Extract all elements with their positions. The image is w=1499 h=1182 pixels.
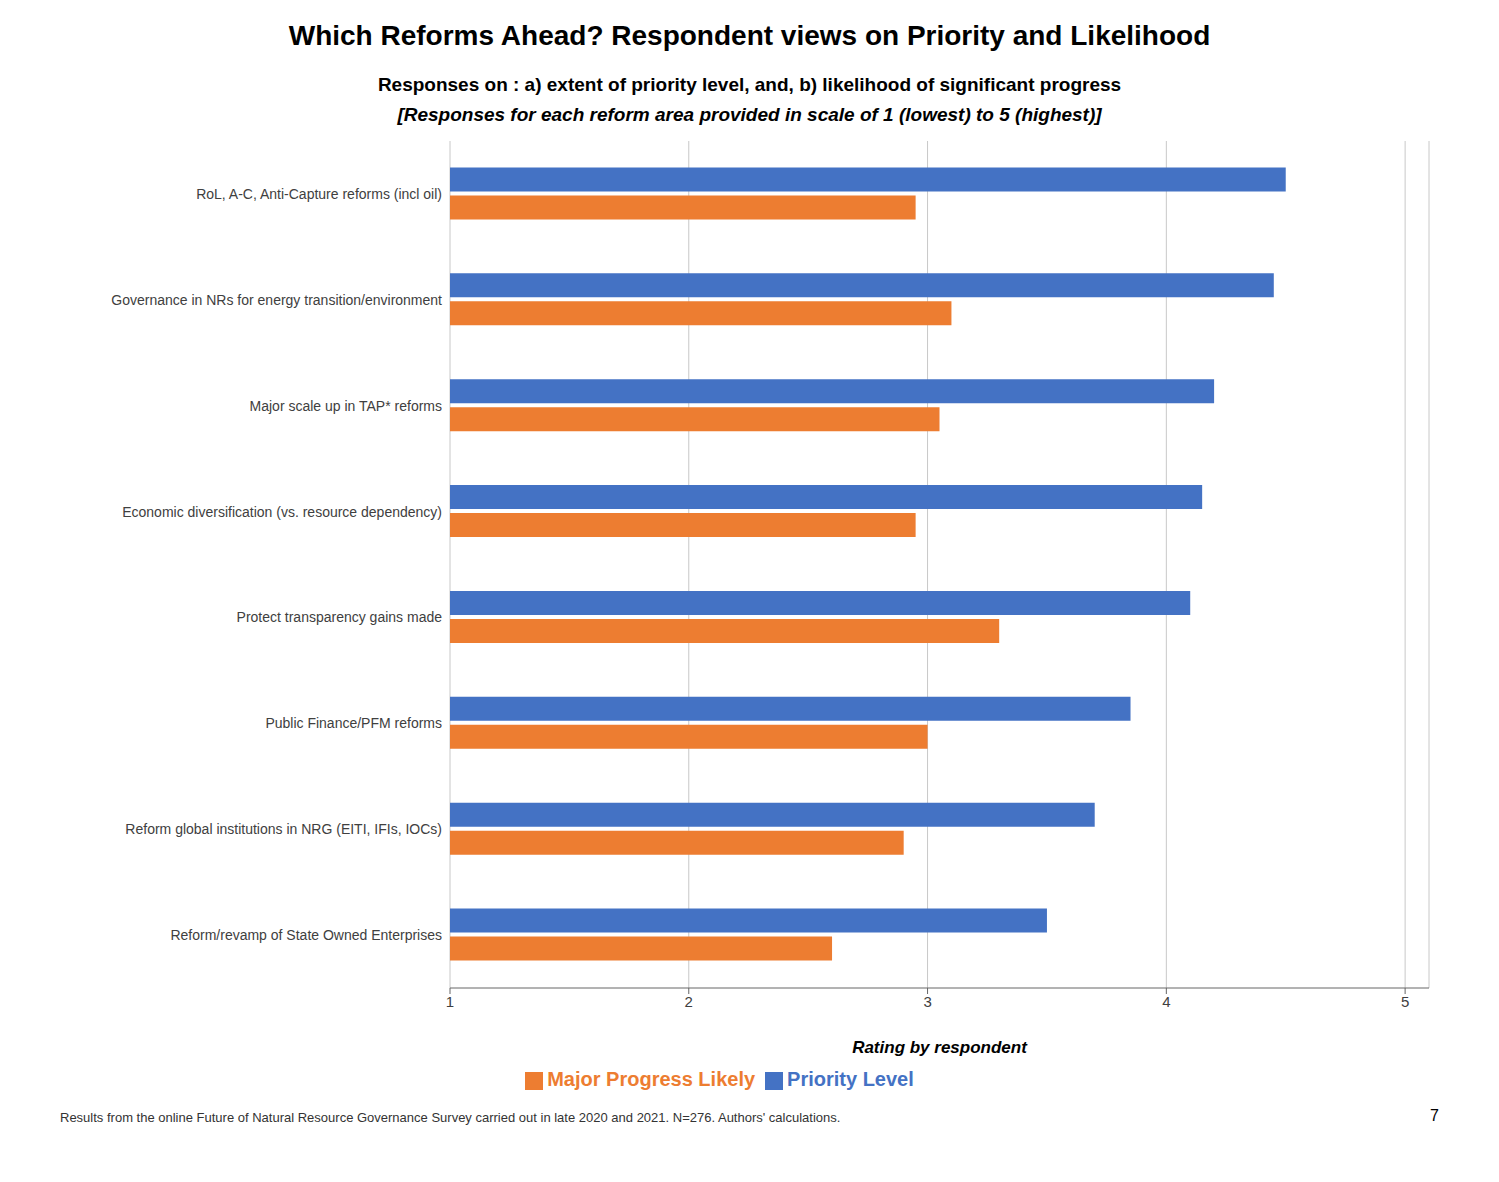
html-text:Results from the online Future: Results from the online Future of Natura… <box>60 1110 841 1125</box>
html-text:Responses on : a) extent of pr: Responses on : a) extent of priority lev… <box>377 74 1122 95</box>
svg-text:3: 3 <box>923 993 931 1010</box>
svg-text:Reform global institutions in: Reform global institutions in NRG (EITI,… <box>125 821 442 837</box>
html-text:[Responses for each reform are: [Responses for each reform area provided… <box>397 104 1102 125</box>
svg-text:Governance in NRs for energy t: Governance in NRs for energy transition/… <box>111 292 442 308</box>
svg-text:1: 1 <box>446 993 454 1010</box>
html-text:Major Progress Likely: Major Progress Likely <box>547 1068 756 1090</box>
svg-text:4: 4 <box>1162 993 1170 1010</box>
html-text:7: 7 <box>1430 1107 1439 1124</box>
svg-text:Protect transparency gains mad: Protect transparency gains made <box>237 609 443 625</box>
svg-text:2: 2 <box>685 993 693 1010</box>
svg-text:Major scale up in TAP* reforms: Major scale up in TAP* reforms <box>250 398 442 414</box>
svg-text:Economic diversification (vs.: Economic diversification (vs. resource d… <box>122 504 442 520</box>
svg-text:RoL, A-C, Anti-Capture reforms: RoL, A-C, Anti-Capture reforms (incl oil… <box>196 186 442 202</box>
html-text:Which Reforms Ahead? Responden: Which Reforms Ahead? Respondent views on… <box>288 20 1211 51</box>
svg-text:Rating by respondent: Rating by respondent <box>852 1038 1028 1057</box>
html-text:Priority Level: Priority Level <box>787 1068 914 1090</box>
svg-text:5: 5 <box>1401 993 1409 1010</box>
svg-text:Reform/revamp of State Owned E: Reform/revamp of State Owned Enterprises <box>170 927 442 943</box>
svg-text:Public Finance/PFM reforms: Public Finance/PFM reforms <box>265 715 442 731</box>
